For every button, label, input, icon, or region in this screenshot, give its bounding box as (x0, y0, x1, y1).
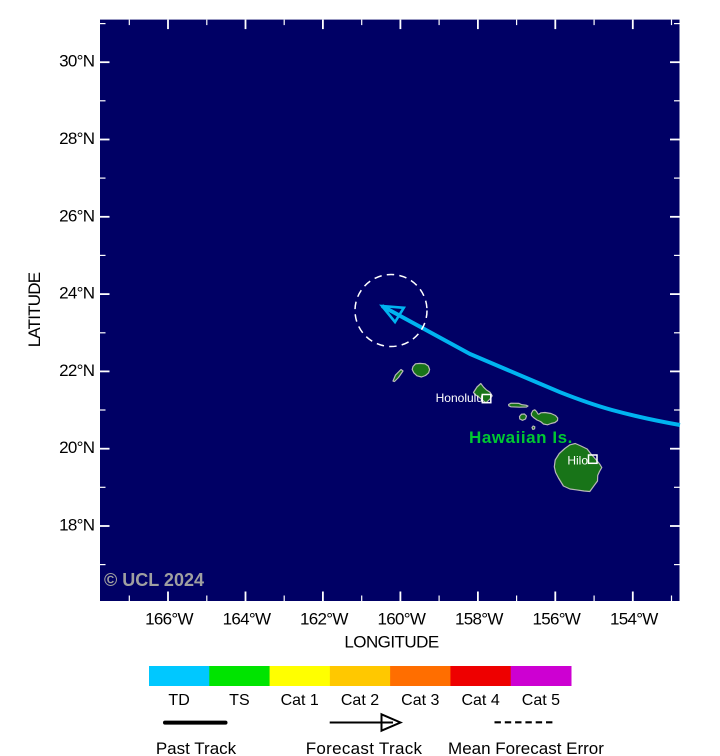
svg-text:Cat 1: Cat 1 (281, 692, 319, 709)
svg-text:Cat 4: Cat 4 (461, 692, 499, 709)
svg-text:162°W: 162°W (300, 610, 348, 629)
svg-text:156°W: 156°W (532, 610, 580, 629)
svg-text:154°W: 154°W (610, 610, 658, 629)
svg-text:160°W: 160°W (378, 610, 426, 629)
svg-text:Honolulu: Honolulu (436, 391, 483, 405)
svg-text:LATITUDE: LATITUDE (25, 272, 44, 347)
svg-text:LONGITUDE: LONGITUDE (344, 633, 438, 652)
svg-text:TS: TS (229, 692, 249, 709)
svg-text:Hawaiian Is.: Hawaiian Is. (469, 428, 573, 447)
svg-text:TD: TD (168, 692, 189, 709)
svg-text:164°W: 164°W (223, 610, 271, 629)
svg-text:Cat 2: Cat 2 (341, 692, 379, 709)
svg-text:Hilo: Hilo (567, 454, 588, 468)
svg-text:28°N: 28°N (59, 129, 94, 148)
svg-text:18°N: 18°N (59, 516, 94, 535)
svg-text:Cat 3: Cat 3 (401, 692, 439, 709)
svg-text:22°N: 22°N (59, 361, 94, 380)
svg-text:© UCL 2024: © UCL 2024 (104, 570, 204, 590)
svg-text:26°N: 26°N (59, 206, 94, 225)
svg-text:30°N: 30°N (59, 52, 94, 71)
svg-text:Past Track: Past Track (156, 739, 237, 756)
svg-text:Forecast Track: Forecast Track (306, 739, 423, 756)
svg-text:24°N: 24°N (59, 284, 94, 303)
svg-text:166°W: 166°W (145, 610, 193, 629)
svg-text:20°N: 20°N (59, 438, 94, 457)
svg-text:Mean Forecast Error: Mean Forecast Error (448, 739, 604, 756)
svg-text:Cat 5: Cat 5 (522, 692, 560, 709)
svg-text:158°W: 158°W (455, 610, 503, 629)
